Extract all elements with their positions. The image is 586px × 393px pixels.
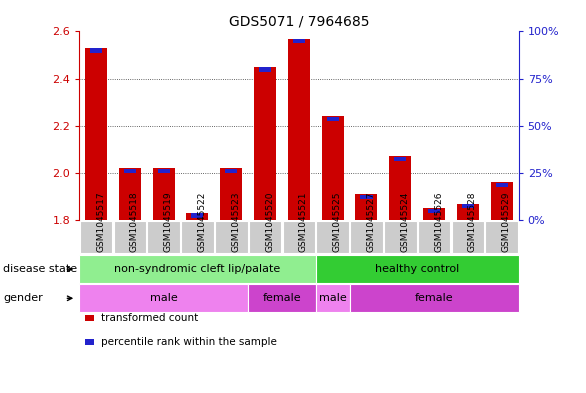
Text: gender: gender [3,293,43,303]
Bar [389,156,411,220]
Bar [254,67,276,220]
Bar [85,48,107,220]
Text: female: female [263,293,301,303]
Text: GSM1045517: GSM1045517 [96,191,105,252]
Bar [360,195,373,199]
Bar [496,183,507,187]
Bar [152,168,175,220]
Text: percentile rank within the sample: percentile rank within the sample [101,337,277,347]
Bar [288,39,310,220]
Text: GSM1045524: GSM1045524 [400,191,409,252]
Text: female: female [415,293,454,303]
Bar [124,169,136,173]
Text: GSM1045527: GSM1045527 [366,191,376,252]
Text: GSM1045529: GSM1045529 [502,191,511,252]
Text: transformed count: transformed count [101,313,199,323]
Bar [490,182,513,220]
Bar [158,169,170,173]
Text: GSM1045520: GSM1045520 [265,191,274,252]
Text: GSM1045526: GSM1045526 [434,191,443,252]
Bar [326,117,339,121]
Text: GSM1045525: GSM1045525 [333,191,342,252]
Bar [462,204,474,208]
Text: GSM1045522: GSM1045522 [197,191,206,252]
Bar [322,116,343,220]
Text: GSM1045528: GSM1045528 [468,191,477,252]
Bar [423,208,445,220]
Text: GSM1045521: GSM1045521 [299,191,308,252]
Bar [356,194,377,220]
Bar [192,213,203,218]
Bar [119,168,141,220]
Text: GSM1045523: GSM1045523 [231,191,240,252]
Bar [457,204,479,220]
Text: male: male [319,293,346,303]
Bar [259,67,271,72]
Bar [90,48,102,53]
Bar [225,169,237,173]
Text: male: male [150,293,178,303]
Text: GSM1045518: GSM1045518 [130,191,139,252]
Text: disease state: disease state [3,264,77,274]
Text: healthy control: healthy control [375,264,459,274]
Bar [186,213,209,220]
Bar [428,209,440,213]
Bar [293,39,305,43]
Text: non-syndromic cleft lip/palate: non-syndromic cleft lip/palate [114,264,281,274]
Text: GSM1045519: GSM1045519 [163,191,173,252]
Title: GDS5071 / 7964685: GDS5071 / 7964685 [229,15,369,29]
Bar [220,168,242,220]
Bar [394,157,406,161]
